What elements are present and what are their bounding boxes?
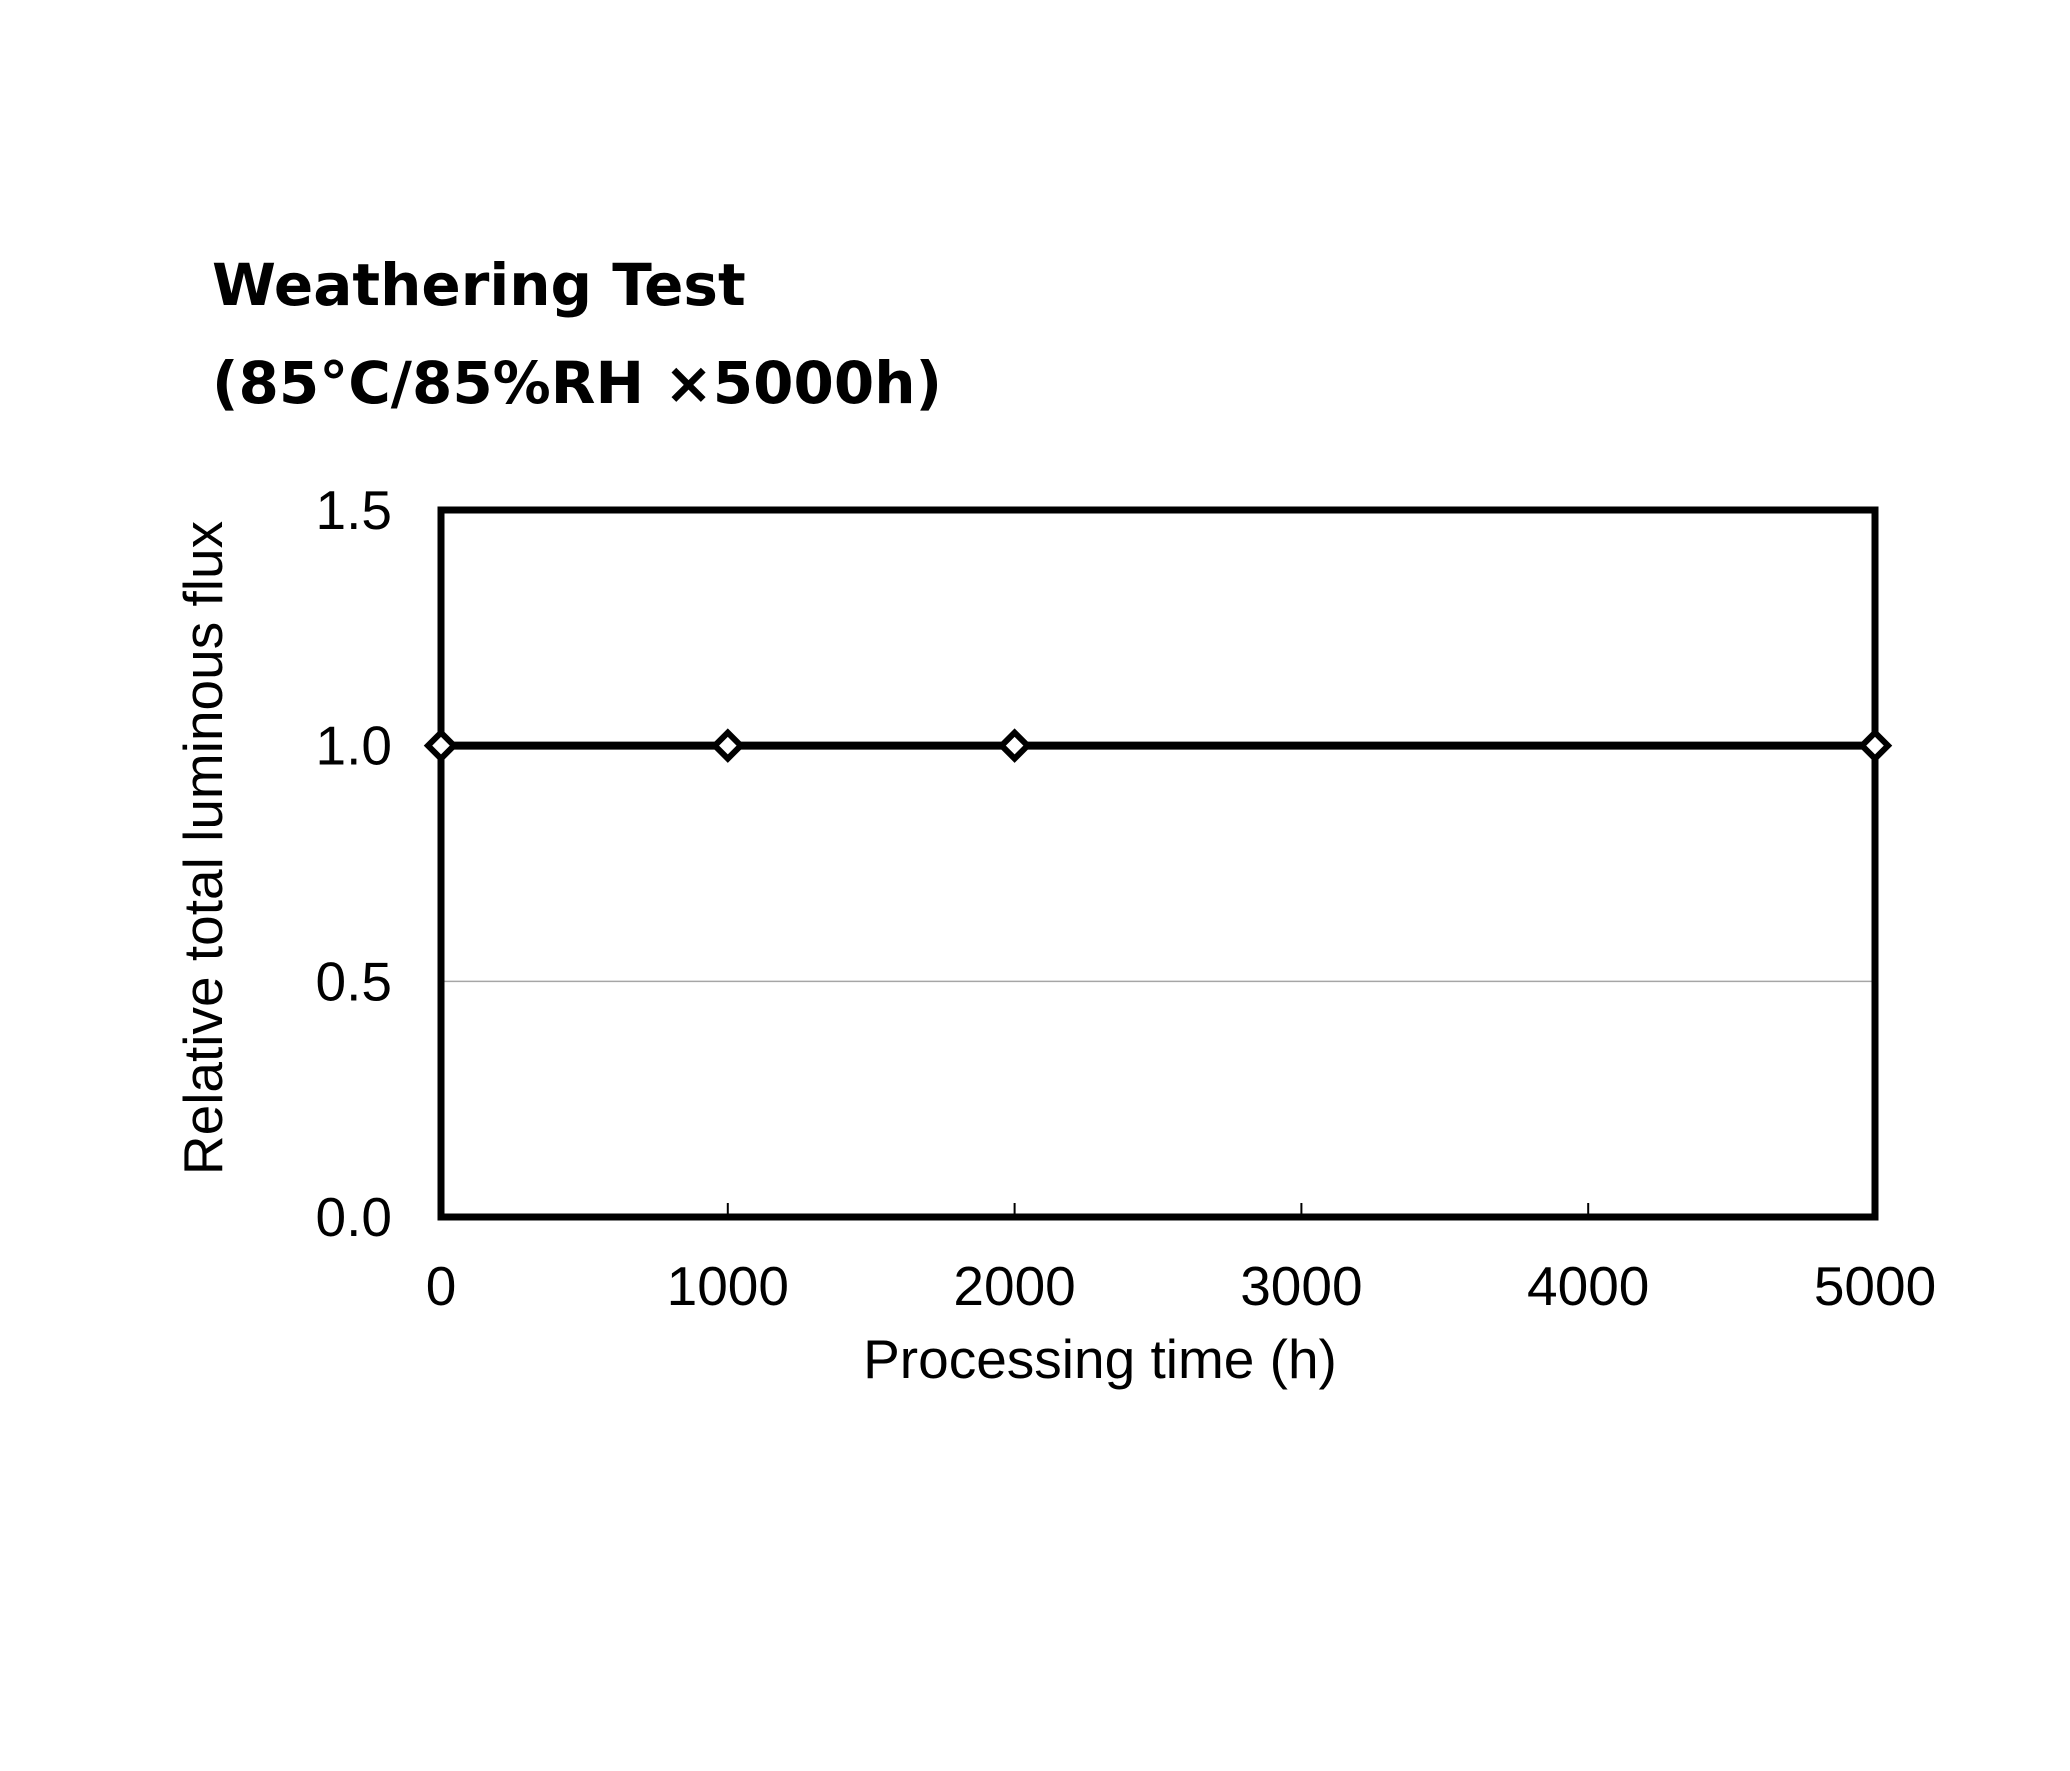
x-tick-label-0: 0 (426, 1255, 457, 1317)
x-tick-labels: 0 1000 2000 3000 4000 5000 (426, 1255, 1936, 1317)
plot-area-border (437, 506, 1879, 1221)
chart-subtitle: (85°C/85%RH ×5000h) (212, 349, 942, 417)
x-axis-title: Processing time (h) (863, 1328, 1337, 1390)
x-tick-label-5: 5000 (1814, 1255, 1936, 1317)
y-tick-label-0: 0.0 (316, 1186, 392, 1248)
y-tick-label-1: 0.5 (316, 950, 392, 1012)
x-tick-label-3: 3000 (1240, 1255, 1362, 1317)
y-axis-title: Relative total luminous flux (172, 521, 234, 1175)
x-tick-label-1: 1000 (667, 1255, 789, 1317)
y-tick-labels: 0.0 0.5 1.0 1.5 (316, 479, 392, 1248)
y-tick-label-3: 1.5 (316, 479, 392, 541)
data-point-0-2 (997, 728, 1032, 763)
chart-title: Weathering Test (212, 251, 746, 319)
x-tick-label-4: 4000 (1527, 1255, 1649, 1317)
data-point-0-0 (423, 728, 459, 763)
data-markers (423, 728, 1893, 763)
plot-frame (437, 506, 1879, 1221)
data-point-0-3 (1857, 728, 1893, 763)
data-point-0-1 (710, 728, 746, 763)
y-tick-label-2: 1.0 (316, 715, 392, 777)
x-tick-label-2: 2000 (953, 1255, 1075, 1317)
